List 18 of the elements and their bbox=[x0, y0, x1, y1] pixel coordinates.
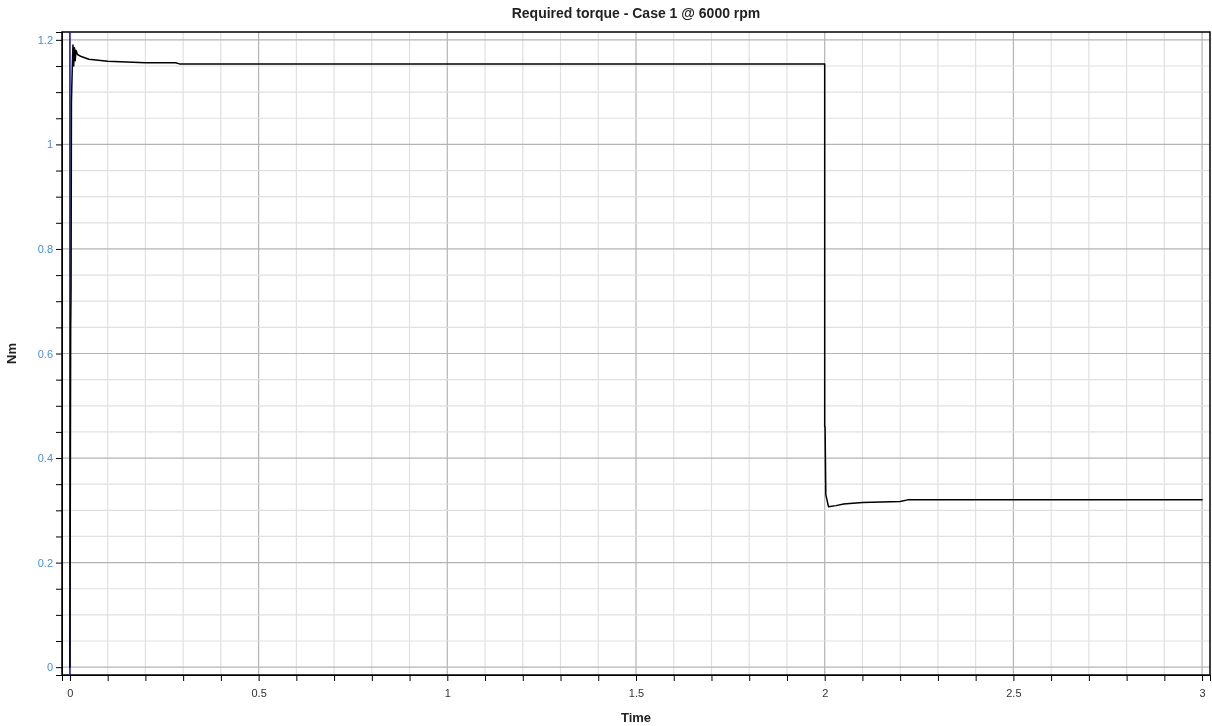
y-tick-label: 0.6 bbox=[37, 347, 53, 360]
x-axis-title: Time bbox=[620, 710, 652, 725]
chart-title: Required torque - Case 1 @ 6000 rpm bbox=[511, 5, 761, 21]
x-tick-label: 1.5 bbox=[628, 687, 645, 700]
y-tick-label: 0 bbox=[46, 661, 53, 674]
y-tick-label: 0.2 bbox=[37, 556, 53, 569]
line-series bbox=[69, 44, 1203, 668]
y-axis-title: Nm bbox=[4, 343, 19, 364]
x-tick-label: 1 bbox=[444, 687, 451, 700]
y-tick-label: 0.4 bbox=[37, 452, 53, 465]
y-tick-label: 1 bbox=[46, 138, 53, 151]
x-tick-label: 0.5 bbox=[251, 687, 267, 700]
x-tick-label: 3 bbox=[1199, 687, 1206, 700]
y-tick-label: 1.2 bbox=[37, 33, 53, 46]
x-tick-label: 2.5 bbox=[1006, 687, 1022, 700]
x-tick-label: 2 bbox=[822, 687, 829, 700]
y-tick-label: 0.8 bbox=[37, 242, 53, 255]
x-tick-label: 0 bbox=[67, 687, 74, 700]
